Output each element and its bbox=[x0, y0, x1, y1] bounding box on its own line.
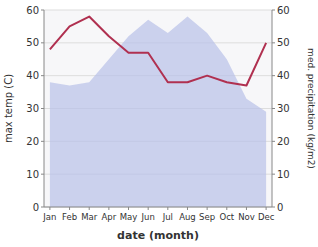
y-tick bbox=[41, 10, 44, 11]
x-tick bbox=[89, 207, 90, 210]
x-axis-label: date (month) bbox=[117, 229, 199, 242]
y2-tick-label: 50 bbox=[277, 37, 290, 48]
x-tick-label: Jul bbox=[162, 212, 173, 222]
x-tick bbox=[49, 207, 50, 210]
y2-tick bbox=[272, 75, 275, 76]
x-tick bbox=[108, 207, 109, 210]
y-tick-label: 10 bbox=[26, 169, 39, 180]
x-tick bbox=[226, 207, 227, 210]
y2-tick bbox=[272, 10, 275, 11]
y-tick bbox=[41, 174, 44, 175]
x-tick bbox=[266, 207, 267, 210]
y-tick bbox=[41, 75, 44, 76]
y2-tick-label: 10 bbox=[277, 169, 290, 180]
x-tick-label: Sep bbox=[199, 212, 215, 222]
x-tick bbox=[187, 207, 188, 210]
y-tick-label: 20 bbox=[26, 136, 39, 147]
grid-line bbox=[44, 10, 272, 11]
x-tick-label: Jan bbox=[42, 212, 56, 222]
plot-marks bbox=[50, 17, 266, 207]
x-tick-label: Apr bbox=[102, 212, 117, 222]
y2-axis-label: med. precipitation (kg/m2) bbox=[306, 48, 316, 169]
y2-tick bbox=[272, 42, 275, 43]
y-tick-label: 0 bbox=[33, 202, 39, 213]
y-tick-label: 30 bbox=[26, 103, 39, 114]
y-tick bbox=[41, 42, 44, 43]
x-tick bbox=[207, 207, 208, 210]
y2-tick bbox=[272, 207, 275, 208]
y-tick-label: 40 bbox=[26, 70, 39, 81]
y2-tick bbox=[272, 141, 275, 142]
chart-svg: 0 10 20 30 40 50 60 0 10 20 30 40 50 60 Jan Feb Mar AprMa… bbox=[0, 0, 318, 247]
y-tick bbox=[41, 108, 44, 109]
x-tick-label: Jun bbox=[141, 212, 155, 222]
y2-tick bbox=[272, 108, 275, 109]
x-axis-line bbox=[44, 207, 272, 208]
y-tick bbox=[41, 141, 44, 142]
x-tick bbox=[128, 207, 129, 210]
x-tick bbox=[246, 207, 247, 210]
y2-tick-label: 0 bbox=[277, 202, 283, 213]
x-tick bbox=[167, 207, 168, 210]
y2-tick-label: 40 bbox=[277, 70, 290, 81]
x-tick-label: Nov bbox=[238, 212, 255, 222]
y-tick bbox=[41, 207, 44, 208]
grid-line bbox=[44, 207, 272, 208]
y-axis-label: max temp (C) bbox=[3, 74, 14, 143]
y-tick-label: 60 bbox=[26, 5, 39, 16]
y-tick-label: 50 bbox=[26, 37, 39, 48]
x-tick-label: Dec bbox=[258, 212, 275, 222]
line bbox=[50, 17, 266, 86]
y2-tick-label: 30 bbox=[277, 103, 290, 114]
y2-tick bbox=[272, 174, 275, 175]
x-tick-label: Feb bbox=[62, 212, 77, 222]
x-tick-label: Oct bbox=[219, 212, 234, 222]
x-tick-label: May bbox=[120, 212, 138, 222]
x-tick-label: Aug bbox=[179, 212, 196, 222]
x-tick bbox=[69, 207, 70, 210]
y2-tick-label: 60 bbox=[277, 5, 290, 16]
y2-tick-label: 20 bbox=[277, 136, 290, 147]
x-tick bbox=[148, 207, 149, 210]
plot-background bbox=[44, 10, 272, 207]
area bbox=[50, 17, 266, 207]
chart-container: 0 10 20 30 40 50 60 0 10 20 30 40 50 60 Jan Feb Mar AprMa… bbox=[0, 0, 318, 247]
x-tick-label: Mar bbox=[81, 212, 98, 222]
